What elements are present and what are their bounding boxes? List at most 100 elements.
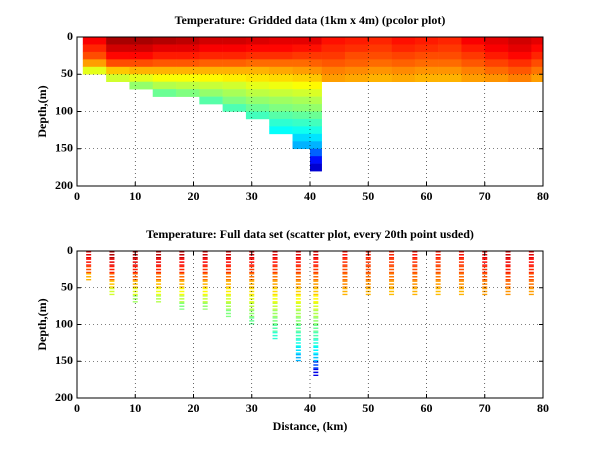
cell [344, 66, 369, 75]
cell [438, 74, 462, 82]
data-layer [82, 37, 544, 172]
cell [484, 66, 509, 75]
cell [292, 59, 311, 68]
cell [344, 59, 369, 68]
cell [292, 44, 311, 53]
cell [245, 51, 270, 60]
y-tick-label: 0 [67, 29, 73, 43]
cell [292, 104, 311, 112]
cell [461, 37, 486, 45]
cell [461, 74, 486, 82]
cell [222, 37, 247, 45]
cell [461, 59, 486, 68]
cell [310, 111, 322, 120]
cell [82, 44, 107, 53]
panel: 0 10 20 30 40 50 60 70 80 0 50 100 150 200 Temperature… [35, 227, 549, 433]
x-tick-label: 0 [74, 189, 80, 203]
cell [438, 44, 462, 53]
cell [310, 51, 322, 60]
cell [321, 51, 346, 60]
cell [531, 44, 544, 53]
x-tick-label: 20 [188, 189, 200, 203]
cell [310, 163, 322, 172]
cell [321, 74, 346, 82]
x-tick-label: 0 [74, 401, 80, 415]
cell [438, 51, 462, 60]
cell [269, 37, 293, 45]
y-axis-label: Depth,(m) [35, 85, 49, 137]
cell [129, 51, 154, 60]
cell [245, 59, 270, 68]
y-tick-label: 50 [61, 280, 73, 294]
cell [245, 89, 270, 97]
cell [414, 74, 439, 82]
cell [269, 44, 293, 53]
cell [245, 74, 270, 82]
cell [106, 66, 130, 75]
cell [269, 51, 293, 60]
cell [508, 44, 532, 53]
cell [269, 118, 293, 127]
y-tick-label: 200 [55, 178, 73, 192]
cell [461, 66, 486, 75]
cell [531, 59, 544, 68]
cell [82, 66, 107, 75]
cell [508, 51, 532, 60]
cell [438, 59, 462, 68]
cell [199, 89, 223, 97]
cell [484, 59, 509, 68]
cell [310, 44, 322, 53]
cell [292, 89, 311, 97]
cell [344, 74, 369, 82]
cell [391, 66, 416, 75]
cell [368, 44, 392, 53]
cell [531, 51, 544, 60]
cell [176, 37, 200, 45]
panel: 0 10 20 30 40 50 60 70 80 0 50 100 150 200 Temperature… [35, 13, 549, 203]
cell [310, 81, 322, 90]
cell [82, 51, 107, 60]
y-axis-label: Depth,(m) [35, 298, 49, 350]
y-tick-label: 100 [55, 103, 73, 117]
x-tick-label: 10 [129, 189, 141, 203]
cell [414, 51, 439, 60]
cell [199, 44, 223, 53]
cell [129, 44, 154, 53]
cell [310, 37, 322, 45]
cell [531, 66, 544, 75]
x-tick-label: 40 [304, 189, 316, 203]
cell [321, 44, 346, 53]
cell [245, 96, 270, 105]
cell [245, 44, 270, 53]
cell [129, 59, 154, 68]
cell [176, 59, 200, 68]
cell [222, 89, 247, 97]
cell [199, 81, 223, 90]
cell [368, 37, 392, 45]
cell [222, 44, 247, 53]
cell [292, 96, 311, 105]
cell [292, 74, 311, 82]
cell [310, 74, 322, 82]
axes-frame [76, 250, 544, 399]
cell [368, 74, 392, 82]
cell [152, 51, 177, 60]
cell [508, 59, 532, 68]
cell [176, 89, 200, 97]
cell [484, 44, 509, 53]
cell [152, 37, 177, 45]
cell [199, 74, 223, 82]
chart-title: Temperature: Full data set (scatter plot… [146, 227, 474, 241]
cell [269, 111, 293, 120]
cell [82, 37, 107, 45]
cell [508, 66, 532, 75]
cell [176, 44, 200, 53]
x-tick-label: 40 [304, 401, 316, 415]
cell [310, 118, 322, 127]
cell [310, 126, 322, 135]
cell [176, 66, 200, 75]
cell [292, 51, 311, 60]
cell [199, 51, 223, 60]
